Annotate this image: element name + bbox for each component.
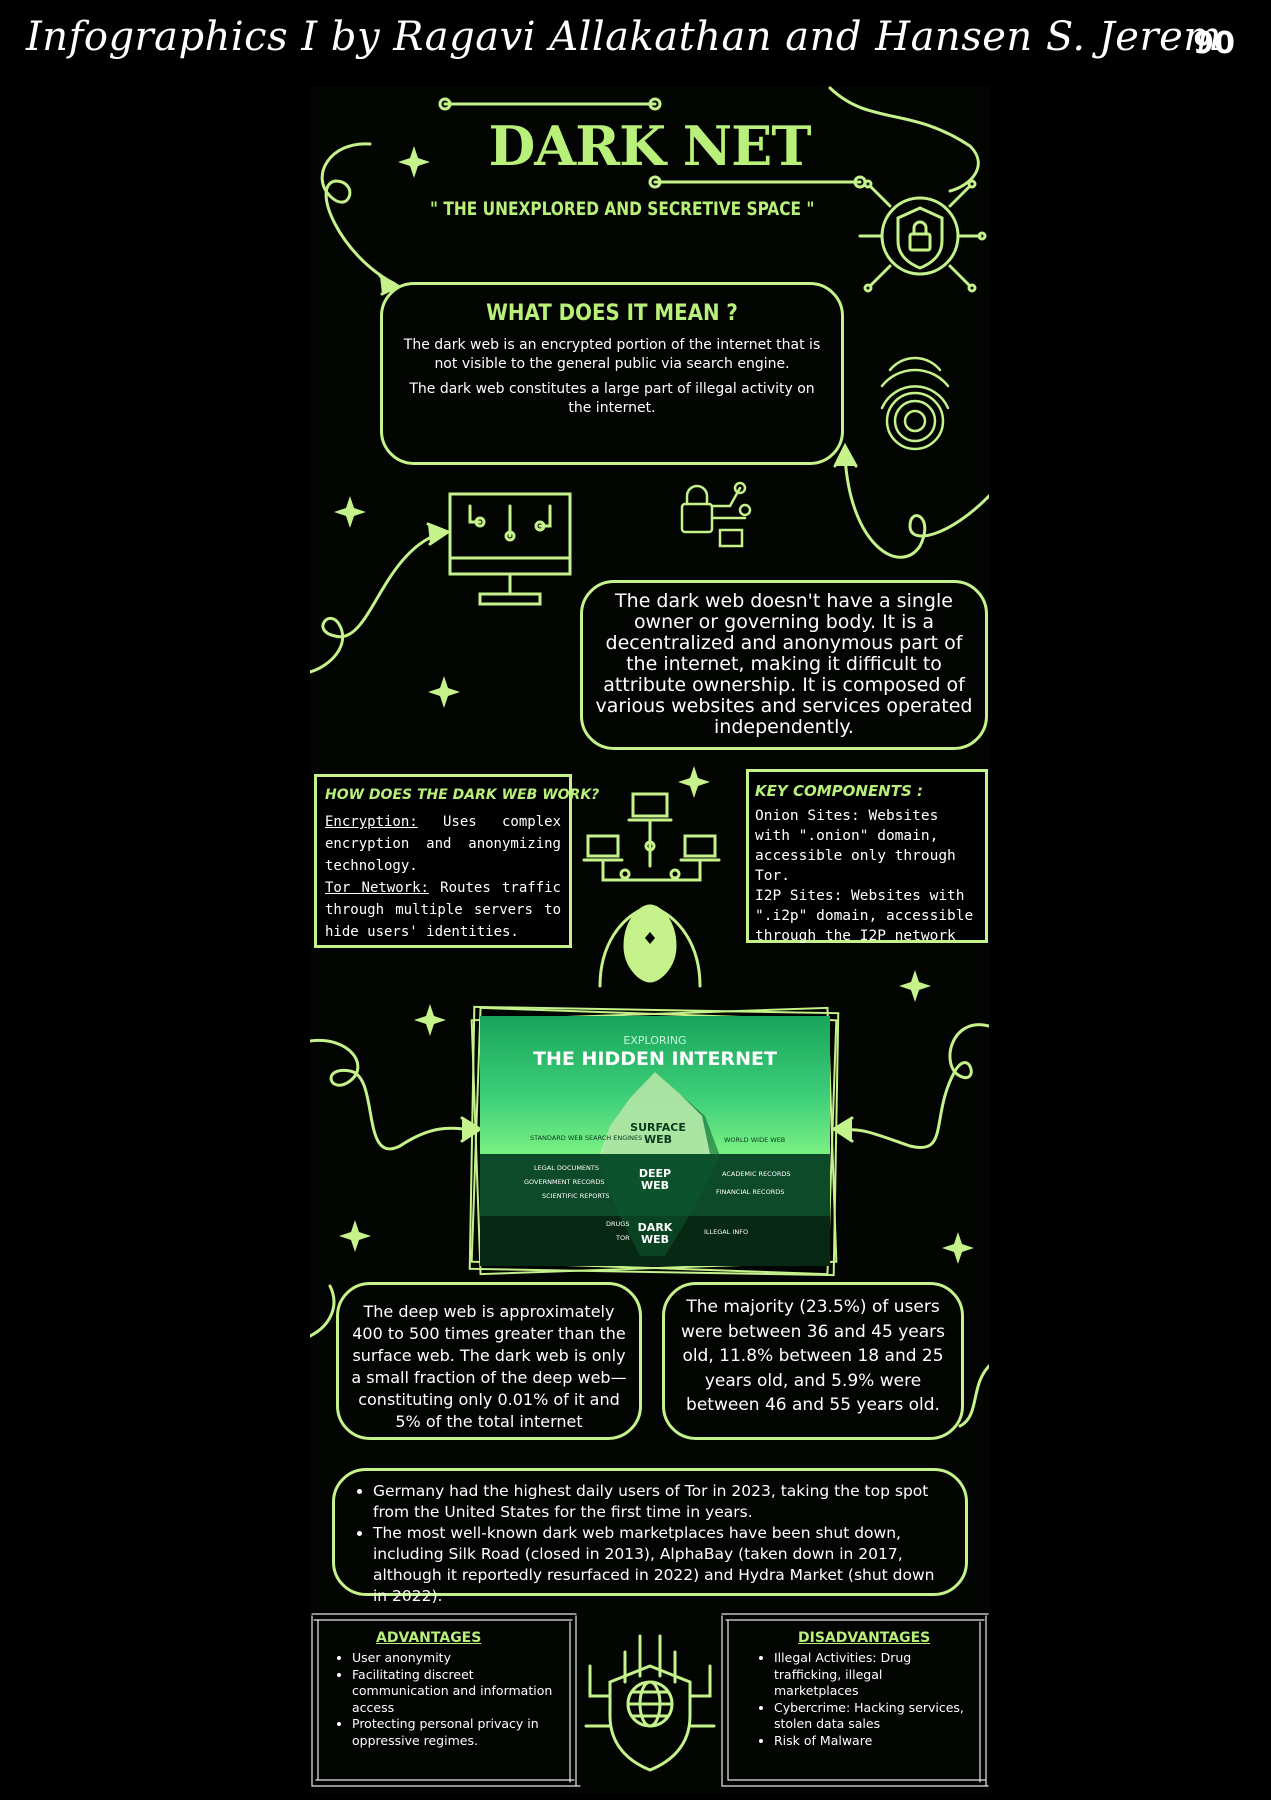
dark-net-infographic: DARK NET " THE UNEXPLORED AND SECRETIVE … [310,86,989,1794]
iceberg-note: FINANCIAL RECORDS [716,1188,785,1196]
disadvantage-item: Cybercrime: Hacking services, stolen dat… [774,1700,970,1733]
user-age-stat-text: The majority (23.5%) of users were betwe… [681,1297,945,1415]
iceberg-shape [598,1072,720,1256]
how-it-works-heading: HOW DOES THE DARK WEB WORK? [325,787,600,803]
meaning-paragraph-1: The dark web is an encrypted portion of … [403,337,821,372]
dark-web-label: DARK WEB [637,1221,673,1246]
hidden-internet-iceberg: EXPLORING THE HIDDEN INTERNET SURFACE WE… [480,1016,830,1266]
iceberg-note: SCIENTIFIC REPORTS [542,1192,610,1200]
chalk-scribble [311,1613,989,1787]
iceberg-note: TOR [616,1234,630,1242]
iceberg-title: THE HIDDEN INTERNET [533,1048,777,1070]
encryption-description: Uses complex encryption and anonymizing … [325,814,561,874]
hacker-network-icon [582,792,721,988]
key-components-box: KEY COMPONENTS : Onion Sites: Websites w… [746,769,988,946]
poster-subtitle: " THE UNEXPLORED AND SECRETIVE SPACE " [430,198,815,220]
curly-arrow-stats-left [310,1284,336,1338]
iceberg-frame [468,1005,840,1277]
key-components-body: Onion Sites: Websites with ".onion" doma… [749,800,985,946]
disadvantage-item: Risk of Malware [774,1733,970,1750]
deep-web-label: DEEP WEB [638,1167,672,1192]
curly-arrow-stats-right [958,1364,989,1428]
document-header-title: Infographics I by Ragavi Allakathan and … [26,14,1222,60]
disadvantages-box: DISADVANTAGES Illegal Activities: Drug t… [732,1624,978,1776]
iceberg-note: ILLEGAL INFO [704,1228,749,1236]
curly-arrow-top-left [320,142,397,286]
arrowhead [831,1116,854,1143]
meaning-heading: WHAT DOES IT MEAN ? [486,301,738,326]
deep-web-stat-text: The deep web is approximately 400 to 500… [351,1302,627,1431]
ownership-text: The dark web doesn't have a single owner… [595,590,973,738]
lock-circuit-icon [680,481,752,548]
advantages-box: ADVANTAGES User anonymity Facilitating d… [320,1624,564,1776]
iceberg-note: LEGAL DOCUMENTS [534,1164,599,1172]
globe-shield-icon [584,1634,716,1772]
fingerprint-icon [880,356,950,451]
poster-title: DARK NET [488,114,811,178]
iceberg-kicker: EXPLORING [623,1034,687,1047]
meaning-paragraph-2: The dark web constitutes a large part of… [409,381,815,416]
advantage-item: Protecting personal privacy in oppressiv… [352,1716,556,1749]
tor-network-term: Tor Network: [325,880,429,896]
fact-item: Germany had the highest daily users of T… [373,1481,947,1523]
advantages-list: User anonymity Facilitating discreet com… [320,1646,564,1749]
computer-circuit-icon [448,492,572,606]
sparkle-stars [334,146,974,1264]
shield-lock-icon [858,179,987,293]
disadvantage-item: Illegal Activities: Drug trafficking, il… [774,1650,970,1700]
meaning-box: WHAT DOES IT MEAN ? The dark web is an e… [380,282,844,465]
user-age-stat-box: The majority (23.5%) of users were betwe… [662,1282,964,1440]
advantage-item: Facilitating discreet communication and … [352,1667,556,1717]
facts-box: Germany had the highest daily users of T… [332,1468,968,1605]
arrowhead [426,522,452,546]
title-rail-top [438,97,662,111]
key-components-heading: KEY COMPONENTS : [755,782,923,800]
arrowhead [833,442,858,468]
iceberg-note: DRUGS [606,1220,630,1228]
title-rail-bottom [648,175,867,189]
fact-item: The most well-known dark web marketplace… [373,1523,947,1607]
advantage-item: User anonymity [352,1650,556,1667]
squiggle-arrow-left [310,1038,477,1151]
how-it-works-body: Encryption: Uses complex encryption and … [317,803,569,943]
tor-network-description: Routes traffic through multiple servers … [325,880,561,940]
deep-web-stat-box: The deep web is approximately 400 to 500… [336,1282,642,1440]
disadvantages-list: Illegal Activities: Drug trafficking, il… [732,1646,978,1749]
facts-list: Germany had the highest daily users of T… [335,1471,965,1607]
ownership-box: The dark web doesn't have a single owner… [580,580,988,750]
surface-web-label: SURFACE WEB [630,1121,686,1146]
curly-arrow-left [310,532,440,674]
curly-arrow-top-right [828,86,980,193]
i2p-sites-text: I2P Sites: Websites with ".i2p" domain, … [755,888,974,944]
encryption-term: Encryption: [325,814,418,830]
disadvantages-heading: DISADVANTAGES [798,1630,931,1646]
squiggle-arrow-right [838,1023,989,1149]
iceberg-note: STANDARD WEB SEARCH ENGINES [530,1134,643,1142]
page-number: 90 [1193,26,1235,61]
iceberg-note: ACADEMIC RECORDS [722,1170,791,1178]
how-it-works-box: HOW DOES THE DARK WEB WORK? Encryption: … [314,774,600,948]
decorative-lines [310,86,989,1787]
curly-arrow-right [843,454,989,559]
onion-sites-text: Onion Sites: Websites with ".onion" doma… [755,808,956,884]
advantages-heading: ADVANTAGES [376,1630,482,1646]
iceberg-note: GOVERNMENT RECORDS [524,1178,605,1186]
iceberg-note: WORLD WIDE WEB [724,1136,786,1144]
